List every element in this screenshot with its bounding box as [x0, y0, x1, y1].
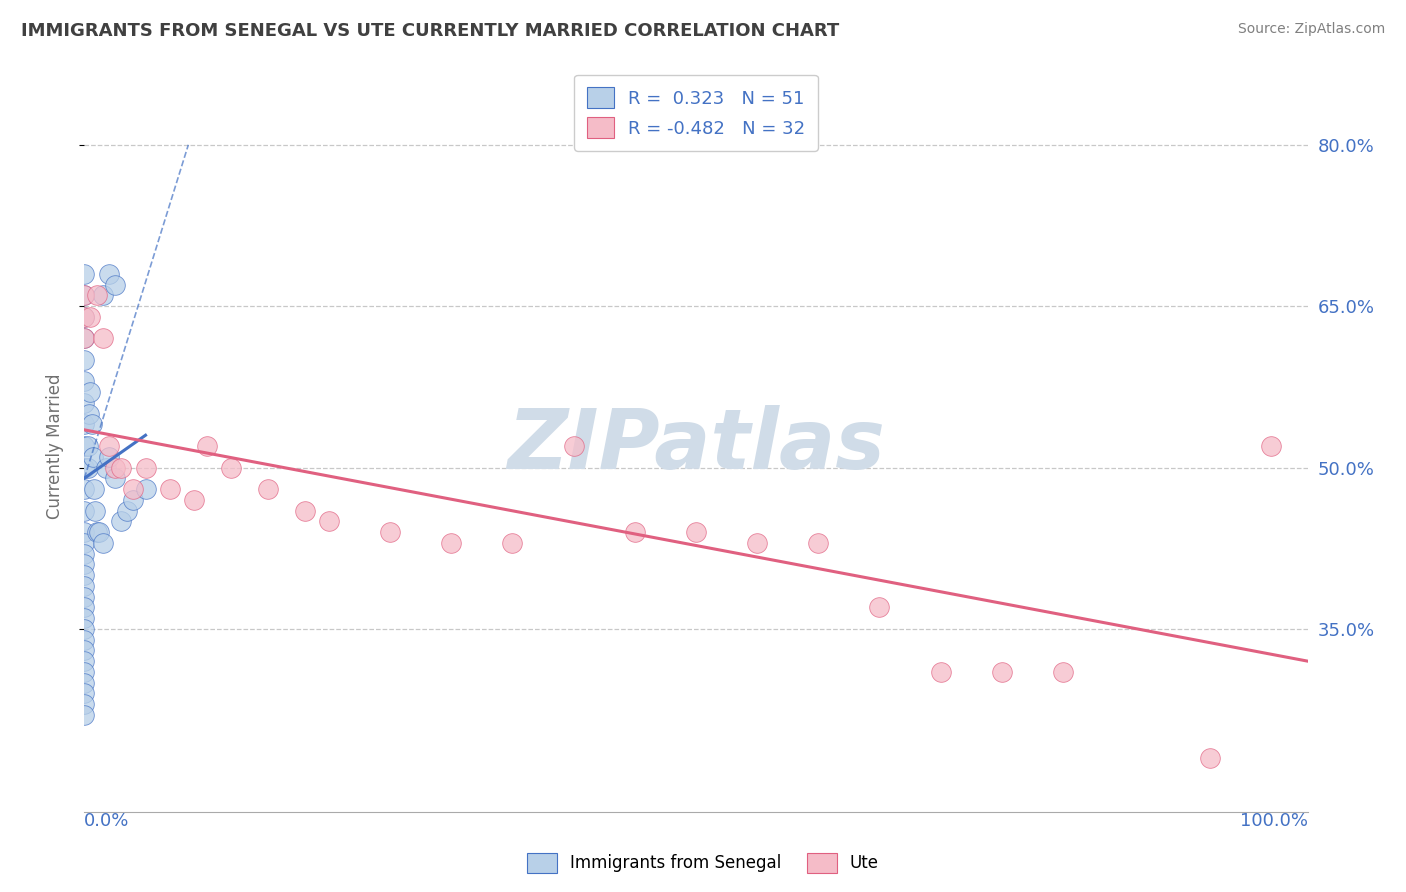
Point [991, 665, 1014, 679]
Point [1052, 665, 1074, 679]
Point [1260, 439, 1282, 453]
Point [110, 514, 132, 528]
Point [73, 654, 96, 668]
Point [257, 482, 280, 496]
Point [73, 288, 96, 302]
Point [122, 482, 145, 496]
Point [562, 439, 585, 453]
Point [747, 536, 769, 550]
Point [86, 288, 108, 302]
Point [73, 353, 96, 368]
Point [115, 503, 138, 517]
Point [73, 482, 96, 496]
Point [77, 460, 100, 475]
Point [73, 331, 96, 345]
Point [73, 622, 96, 636]
Point [73, 632, 96, 647]
Point [73, 460, 96, 475]
Text: 0.0%: 0.0% [84, 812, 129, 830]
Point [104, 460, 127, 475]
Point [73, 707, 96, 722]
Point [73, 331, 96, 345]
Point [80, 417, 103, 432]
Point [73, 310, 96, 324]
Point [135, 460, 157, 475]
Point [91, 288, 114, 302]
Point [79, 310, 101, 324]
Point [73, 686, 96, 700]
Point [624, 524, 647, 539]
Point [318, 514, 340, 528]
Point [73, 675, 96, 690]
Point [440, 536, 463, 550]
Text: 100.0%: 100.0% [1240, 812, 1308, 830]
Point [73, 568, 96, 582]
Point [869, 600, 891, 615]
Point [73, 590, 96, 604]
Point [104, 471, 127, 485]
Point [73, 547, 96, 561]
Point [929, 665, 952, 679]
Point [73, 697, 96, 711]
Point [97, 267, 120, 281]
Point [110, 460, 132, 475]
Point [73, 267, 96, 281]
Point [807, 536, 830, 550]
Point [73, 288, 96, 302]
Point [91, 536, 114, 550]
Point [73, 558, 96, 572]
Text: ZIPatlas: ZIPatlas [508, 406, 884, 486]
Point [104, 277, 127, 292]
Point [91, 331, 114, 345]
Point [87, 524, 110, 539]
Legend: Immigrants from Senegal, Ute: Immigrants from Senegal, Ute [520, 847, 886, 880]
Point [73, 579, 96, 593]
Point [73, 611, 96, 625]
Point [380, 524, 402, 539]
Point [1198, 751, 1220, 765]
Point [183, 492, 205, 507]
Point [73, 503, 96, 517]
Legend: R =  0.323   N = 51, R = -0.482   N = 32: R = 0.323 N = 51, R = -0.482 N = 32 [574, 75, 818, 151]
Text: Source: ZipAtlas.com: Source: ZipAtlas.com [1237, 22, 1385, 37]
Point [79, 385, 101, 400]
Text: IMMIGRANTS FROM SENEGAL VS UTE CURRENTLY MARRIED CORRELATION CHART: IMMIGRANTS FROM SENEGAL VS UTE CURRENTLY… [21, 22, 839, 40]
Point [73, 310, 96, 324]
Point [97, 450, 120, 464]
Point [73, 600, 96, 615]
Point [122, 492, 145, 507]
Point [159, 482, 181, 496]
Point [83, 482, 105, 496]
Point [96, 460, 118, 475]
Point [294, 503, 316, 517]
Point [502, 536, 524, 550]
Point [195, 439, 218, 453]
Point [86, 524, 108, 539]
Point [135, 482, 157, 496]
Point [73, 396, 96, 410]
Point [73, 665, 96, 679]
Point [82, 450, 104, 464]
Point [73, 417, 96, 432]
Point [77, 407, 100, 421]
Point [685, 524, 707, 539]
Point [73, 439, 96, 453]
Point [97, 439, 120, 453]
Point [77, 439, 100, 453]
Point [84, 503, 107, 517]
Point [73, 536, 96, 550]
Y-axis label: Currently Married: Currently Married [45, 373, 63, 519]
Point [73, 375, 96, 389]
Point [73, 524, 96, 539]
Point [73, 643, 96, 657]
Point [219, 460, 242, 475]
